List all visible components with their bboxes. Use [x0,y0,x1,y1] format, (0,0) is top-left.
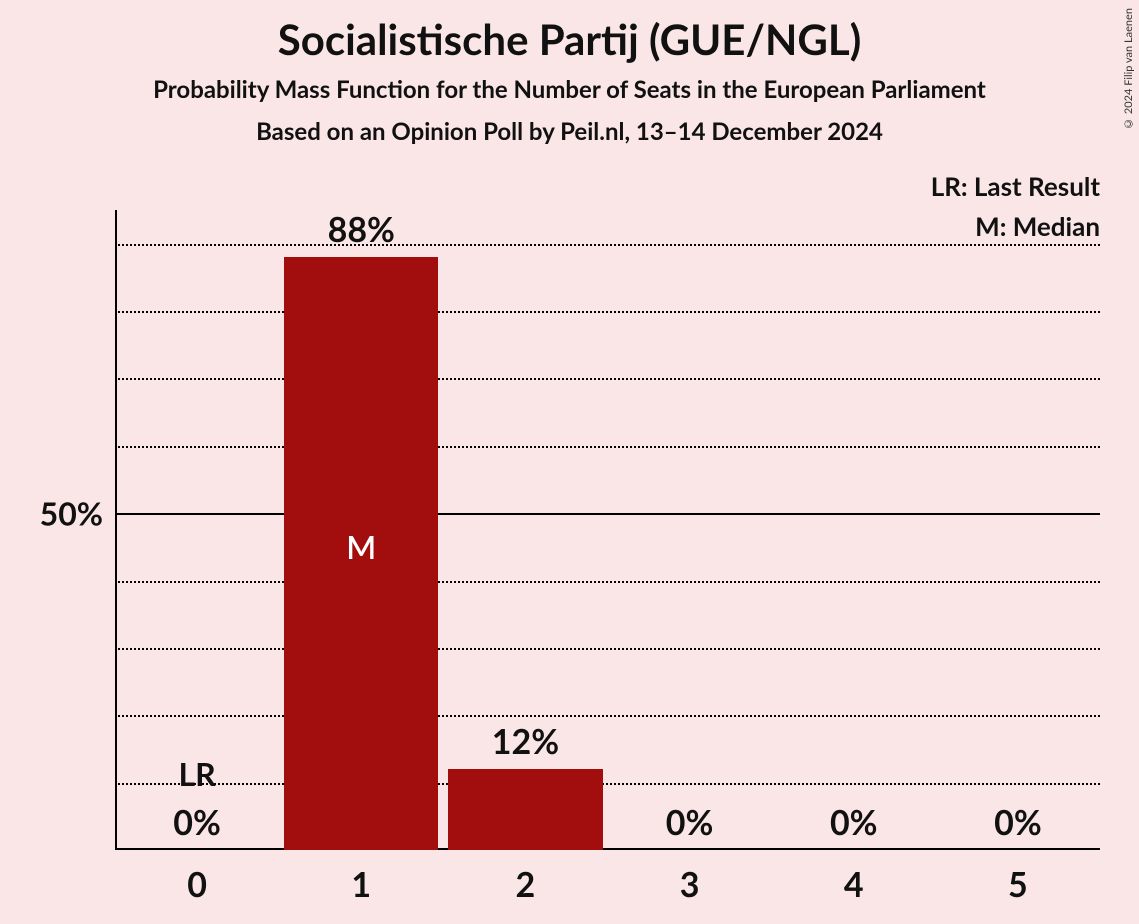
gridline-minor [115,581,1100,583]
pmf-bar-chart: Socialistische Partij (GUE/NGL) Probabil… [0,0,1139,924]
x-tick-label: 5 [1008,864,1028,905]
gridline-minor [115,446,1100,448]
x-tick-label: 0 [187,864,207,905]
legend-m: M: Median [975,210,1100,242]
plot-area [115,210,1100,850]
chart-subtitle-2: Based on an Opinion Poll by Peil.nl, 13–… [0,117,1139,146]
x-tick-label: 4 [844,864,864,905]
bar-value-label: 0% [830,802,878,843]
copyright-text: © 2024 Filip van Laenen [1122,8,1135,130]
x-axis [115,848,1100,850]
gridline-minor [115,783,1100,785]
bar-value-label: 12% [492,721,559,762]
gridline-major [115,513,1100,515]
bar-value-label: 0% [173,802,221,843]
chart-subtitle-1: Probability Mass Function for the Number… [0,75,1139,104]
x-tick-label: 2 [516,864,536,905]
legend-lr: LR: Last Result [931,170,1100,202]
gridline-minor [115,311,1100,313]
x-tick-label: 3 [680,864,700,905]
gridline-minor [115,648,1100,650]
last-result-marker: LR [178,754,215,793]
chart-title: Socialistische Partij (GUE/NGL) [0,14,1139,64]
gridline-minor [115,244,1100,246]
bar [448,769,602,850]
y-axis [115,210,117,850]
bar-value-label: 0% [994,802,1042,843]
x-tick-label: 1 [351,864,371,905]
gridline-minor [115,378,1100,380]
median-marker: M [346,527,376,566]
bar-value-label: 88% [328,209,395,250]
bar-value-label: 0% [666,802,714,843]
y-axis-label: 50% [40,494,103,533]
gridline-minor [115,715,1100,717]
